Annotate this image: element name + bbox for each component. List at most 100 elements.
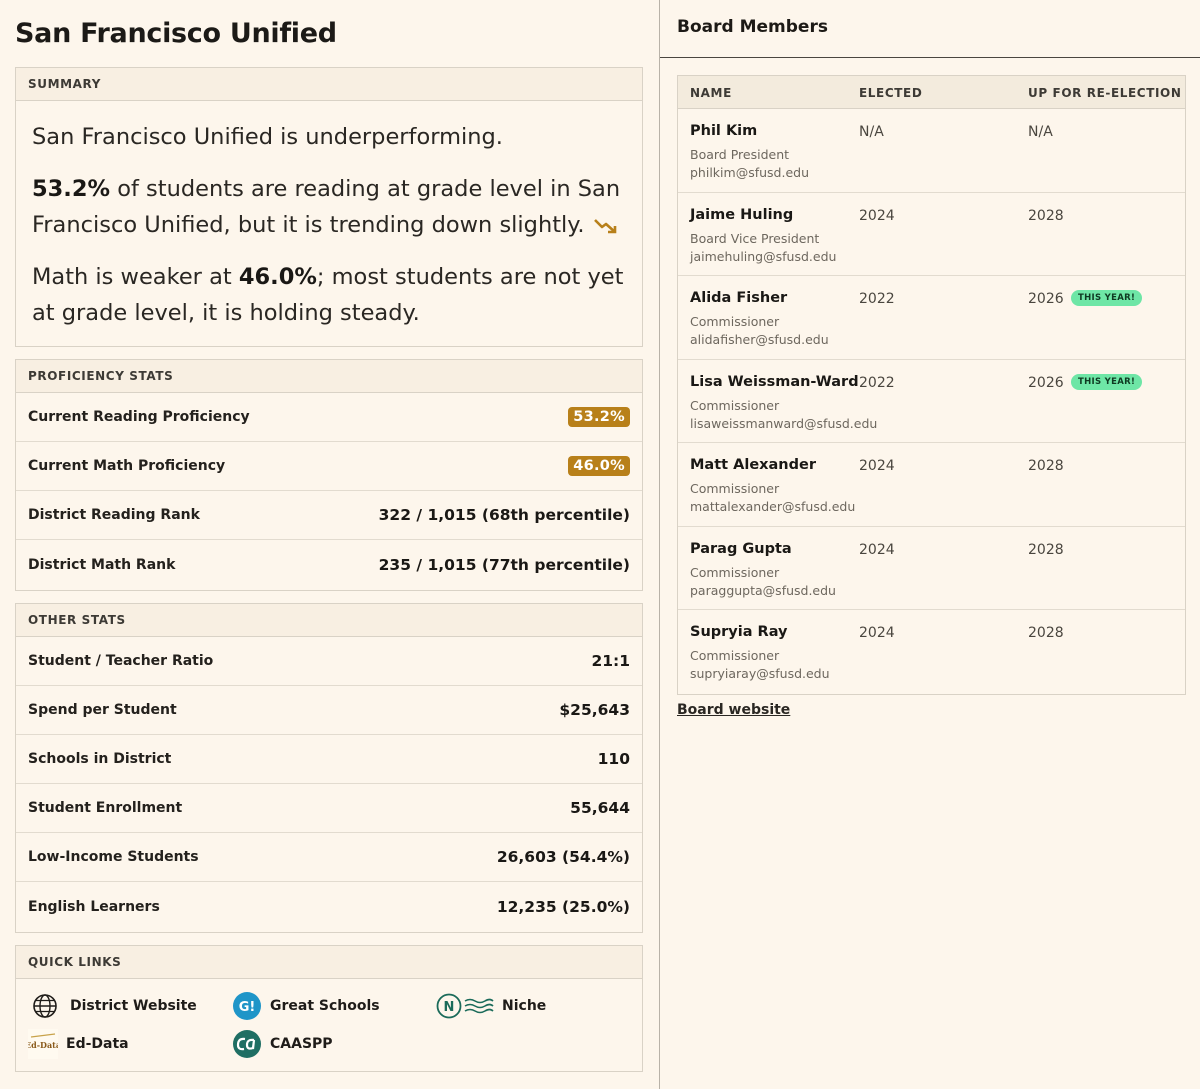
globe-icon (30, 991, 60, 1021)
stat-label: Schools in District (28, 751, 172, 767)
reading-value: 53.2% (32, 176, 111, 202)
stat-row: Schools in District 110 (16, 735, 642, 784)
proficiency-card: PROFICIENCY STATS Current Reading Profic… (15, 359, 643, 591)
member-role: Commissioner (690, 397, 780, 413)
stat-row: Low-Income Students 26,603 (54.4%) (16, 833, 642, 882)
table-row: Lisa Weissman-Ward Commissioner lisaweis… (678, 360, 1185, 443)
ed-data-link[interactable]: Ed-Data Ed-Data (28, 1029, 129, 1059)
member-elected: 2022 (859, 291, 895, 307)
stat-row: District Math Rank 235 / 1,015 (77th per… (16, 540, 642, 589)
member-email[interactable]: jaimehuling@sfusd.edu (690, 248, 837, 264)
ed-data-logo-icon: Ed-Data (28, 1029, 58, 1059)
table-row: Phil Kim Board President philkim@sfusd.e… (678, 109, 1185, 193)
stat-value: 26,603 (54.4%) (496, 848, 630, 866)
member-email[interactable]: mattalexander@sfusd.edu (690, 499, 856, 514)
page-title: San Francisco Unified (15, 18, 337, 49)
member-elected: 2024 (859, 541, 895, 558)
stat-row: Current Reading Proficiency 53.2% (16, 393, 642, 442)
other-stats-card: OTHER STATS Student / Teacher Ratio 21:1… (15, 603, 643, 933)
stat-label: District Reading Rank (28, 507, 200, 523)
stat-row: English Learners 12,235 (25.0%) (16, 882, 642, 931)
district-panel: San Francisco Unified SUMMARY San Franci… (15, 0, 660, 1089)
stat-value: 55,644 (570, 799, 630, 817)
member-email[interactable]: supryiaray@sfusd.edu (690, 666, 830, 681)
link-label: CAASPP (270, 1036, 333, 1052)
summary-line-1: San Francisco Unified is underperforming… (32, 124, 503, 150)
member-role: Commissioner (690, 648, 780, 663)
stat-value: 235 / 1,015 (77th percentile) (378, 555, 630, 574)
math-post: ; most students are not yet at grade lev… (32, 264, 624, 326)
member-name: Jaime Huling (690, 206, 794, 223)
member-name: Alida Fisher (690, 290, 788, 306)
member-reelection: 2028 (1028, 207, 1064, 224)
trending-down-icon (593, 218, 616, 233)
district-website-link[interactable]: District Website (30, 991, 197, 1021)
stat-label: English Learners (28, 898, 160, 915)
stat-label: Student Enrollment (28, 800, 183, 816)
board-table: NAME ELECTED UP FOR RE-ELECTION Phil Kim… (677, 75, 1186, 695)
stat-label: District Math Rank (28, 556, 176, 573)
stat-value: $25,643 (559, 701, 630, 719)
table-row: Parag Gupta Commissioner paraggupta@sfus… (678, 527, 1185, 610)
table-row: Matt Alexander Commissioner mattalexande… (678, 443, 1185, 527)
member-reelection: N/A (1028, 124, 1053, 140)
member-elected: 2024 (859, 458, 895, 474)
summary-math: Math is weaker at 46.0%; most students a… (32, 259, 626, 331)
math-value: 46.0% (238, 264, 317, 290)
member-email[interactable]: lisaweissmanward@sfusd.edu (690, 415, 878, 431)
quick-links-card: QUICK LINKS District Website G! Great Sc… (15, 945, 643, 1072)
table-row: Alida Fisher Commissioner alidafisher@sf… (678, 276, 1185, 360)
stat-row: District Reading Rank 322 / 1,015 (68th … (16, 491, 642, 540)
member-name: Matt Alexander (690, 457, 816, 473)
reading-proficiency-badge: 53.2% (568, 407, 630, 427)
column-header-reelection: UP FOR RE-ELECTION (1028, 86, 1182, 100)
column-header-elected: ELECTED (859, 86, 923, 100)
member-reelection: 2028 (1028, 458, 1064, 474)
link-label: Great Schools (270, 998, 380, 1014)
other-stats-header: OTHER STATS (16, 604, 642, 637)
member-role: Commissioner (690, 564, 780, 580)
member-email[interactable]: paraggupta@sfusd.edu (690, 582, 836, 598)
table-row: Jaime Huling Board Vice President jaimeh… (678, 193, 1185, 276)
member-reelection: 2028 (1028, 625, 1064, 641)
stat-label: Current Reading Proficiency (28, 409, 250, 425)
stat-row: Spend per Student $25,643 (16, 686, 642, 735)
member-reelection: 2026 (1028, 291, 1064, 307)
member-name: Lisa Weissman-Ward (690, 373, 859, 390)
member-email[interactable]: philkim@sfusd.edu (690, 165, 809, 180)
stat-value: 21:1 (591, 652, 630, 670)
math-pre: Math is weaker at (32, 264, 239, 290)
board-website-link[interactable]: Board website (677, 702, 791, 718)
niche-link[interactable]: N Niche (436, 991, 546, 1021)
this-year-badge: THIS YEAR! (1071, 290, 1143, 306)
link-label: Niche (502, 998, 547, 1014)
board-title: Board Members (677, 17, 828, 37)
stat-value: 322 / 1,015 (68th percentile) (378, 506, 630, 524)
link-label: Ed-Data (66, 1036, 129, 1052)
column-header-name: NAME (690, 86, 732, 100)
board-table-header: NAME ELECTED UP FOR RE-ELECTION (678, 76, 1185, 109)
member-reelection: 2028 (1028, 541, 1064, 558)
summary-card: SUMMARY San Francisco Unified is underpe… (15, 67, 643, 347)
member-role: Commissioner (690, 314, 780, 329)
caaspp-link[interactable]: CAASPP (232, 1029, 333, 1059)
stat-row: Student / Teacher Ratio 21:1 (16, 637, 642, 686)
stat-value: 110 (597, 750, 630, 768)
member-role: Commissioner (690, 481, 780, 496)
stat-value: 12,235 (25.0%) (496, 897, 630, 916)
member-role: Board Vice President (690, 230, 820, 246)
niche-logo-icon: N (436, 991, 494, 1021)
member-name: Phil Kim (690, 123, 758, 139)
divider (660, 57, 1200, 58)
link-label: District Website (70, 998, 197, 1014)
member-email[interactable]: alidafisher@sfusd.edu (690, 332, 829, 347)
member-elected: 2024 (859, 625, 895, 641)
great-schools-link[interactable]: G! Great Schools (232, 991, 380, 1021)
summary-header: SUMMARY (16, 68, 642, 101)
reading-text: of students are reading at grade level i… (32, 176, 621, 238)
member-elected: 2024 (859, 207, 895, 224)
member-elected: 2022 (859, 374, 895, 391)
member-name: Supryia Ray (690, 624, 788, 640)
svg-text:G!: G! (239, 1000, 256, 1015)
member-name: Parag Gupta (690, 540, 792, 557)
